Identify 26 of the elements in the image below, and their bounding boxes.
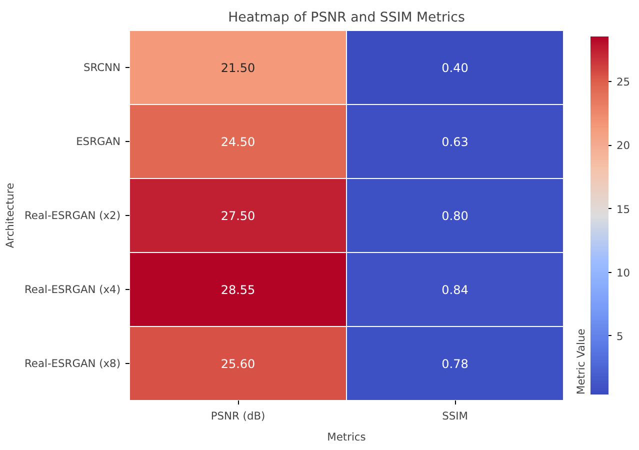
data-label: 0.80 xyxy=(442,209,468,223)
data-label: 0.40 xyxy=(442,61,468,75)
color-bar-label: 25 xyxy=(616,76,630,89)
x-axis-title: Metrics xyxy=(327,430,366,444)
x-tick-label: PSNR (dB) xyxy=(210,410,266,422)
chart-title: Heatmap of PSNR and SSIM Metrics xyxy=(228,10,465,26)
y-tick-label: Real-ESRGAN (x8) xyxy=(24,357,121,370)
data-label: 25.60 xyxy=(220,357,256,371)
y-tick-label: SRCNN xyxy=(83,61,121,74)
y-tick-label: ESRGAN xyxy=(76,135,120,148)
data-label: 24.50 xyxy=(220,135,256,149)
color-bar-label: 10 xyxy=(616,266,630,280)
color-bar-label: 20 xyxy=(616,139,630,152)
color-bar-label: 5 xyxy=(616,330,624,343)
data-label: 27.50 xyxy=(220,209,256,223)
y-tick-label: Real-ESRGAN (x2) xyxy=(24,209,121,222)
data-label: 28.55 xyxy=(220,283,256,297)
data-label: 21.50 xyxy=(220,61,256,75)
color-bar-label: 15 xyxy=(616,202,630,216)
data-label: 0.78 xyxy=(442,357,468,371)
data-label: 0.84 xyxy=(442,283,468,297)
y-tick-label: Real-ESRGAN (x4) xyxy=(24,283,121,296)
data-label: 0.63 xyxy=(442,135,468,149)
y-axis-title: Architecture xyxy=(3,182,16,248)
color-bar-title: Metric Value xyxy=(574,328,588,394)
x-tick-label: SSIM xyxy=(442,410,468,422)
